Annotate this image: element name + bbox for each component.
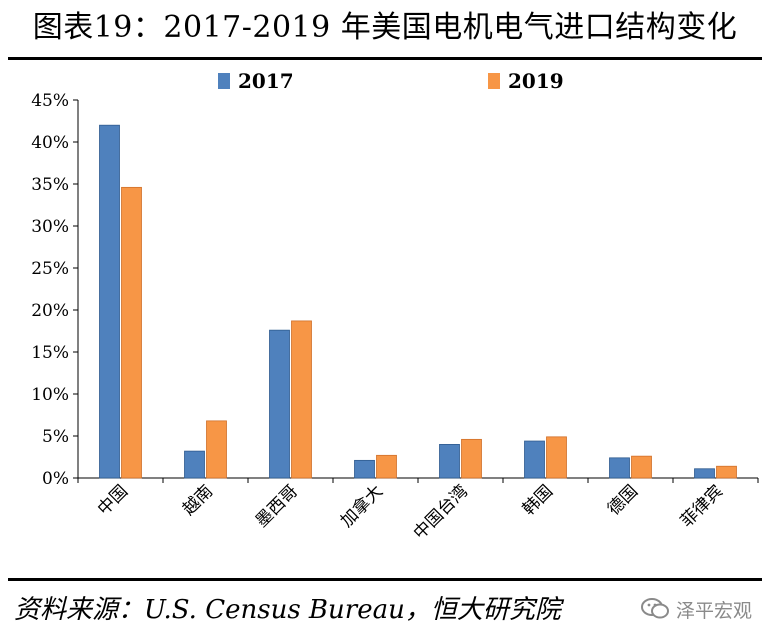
legend-swatch-2019	[488, 73, 500, 89]
bar-2017-7	[694, 468, 715, 479]
chart-title: 图表19：2017-2019 年美国电机电气进口结构变化	[32, 10, 738, 45]
category-label: 菲律宾	[677, 481, 727, 531]
category-label: 韩国	[519, 481, 557, 519]
chat-bubble-icon	[641, 598, 669, 619]
bar-2019-5	[546, 436, 567, 479]
y-tick-label: 10%	[31, 385, 69, 405]
watermark-text: 泽平宏观	[676, 599, 753, 622]
bar-2019-1	[206, 420, 227, 479]
category-label: 加拿大	[336, 481, 387, 532]
y-tick-label: 5%	[42, 427, 69, 447]
bar-2019-3	[376, 454, 397, 479]
bar-2019-4	[461, 438, 482, 479]
chart-axes: 0% 5% 10% 15% 20% 25% 30% 35% 40% 45%	[31, 91, 759, 489]
bar-2019-0	[121, 186, 142, 479]
bar-2019-6	[631, 455, 652, 479]
y-tick-label: 0%	[42, 469, 69, 489]
watermark: 泽平宏观	[640, 594, 752, 624]
y-tick-label: 20%	[31, 301, 69, 321]
category-label: 中国	[94, 481, 132, 519]
bar-2017-5	[524, 440, 545, 479]
chart-legend: 2017 2019	[218, 69, 564, 93]
bar-2017-0	[99, 124, 120, 479]
y-tick-label: 25%	[31, 259, 69, 279]
legend-label-2019: 2019	[508, 69, 564, 93]
category-label: 德国	[604, 481, 642, 519]
bar-2017-4	[439, 443, 460, 479]
category-labels: 中国 越南 墨西哥 加拿大 中国台湾 韩国 德国 菲律宾	[94, 481, 727, 544]
y-tick-label: 40%	[31, 133, 69, 153]
y-tick-label: 30%	[31, 217, 69, 237]
bar-2019-7	[716, 465, 737, 479]
source-note: 资料来源：U.S. Census Bureau，恒大研究院	[14, 595, 561, 625]
source-rule	[8, 578, 762, 581]
y-tick-label: 35%	[31, 175, 69, 195]
bar-2017-1	[184, 450, 205, 479]
bar-2017-2	[269, 329, 290, 479]
y-tick-label: 45%	[31, 91, 69, 111]
y-tick-label: 15%	[31, 343, 69, 363]
chart-bars	[99, 124, 737, 479]
title-rule	[8, 57, 762, 60]
bar-2017-3	[354, 459, 375, 479]
category-label: 越南	[179, 481, 217, 519]
category-label: 墨西哥	[252, 481, 302, 531]
bar-2017-6	[609, 457, 630, 479]
legend-swatch-2017	[218, 73, 230, 89]
legend-label-2017: 2017	[238, 69, 294, 93]
bar-2019-2	[291, 320, 312, 479]
bar-chart: 2017 2019 0% 5% 10% 15% 20% 25% 30% 35% 40% 45% 中…	[31, 69, 759, 544]
category-label: 中国台湾	[410, 481, 472, 543]
